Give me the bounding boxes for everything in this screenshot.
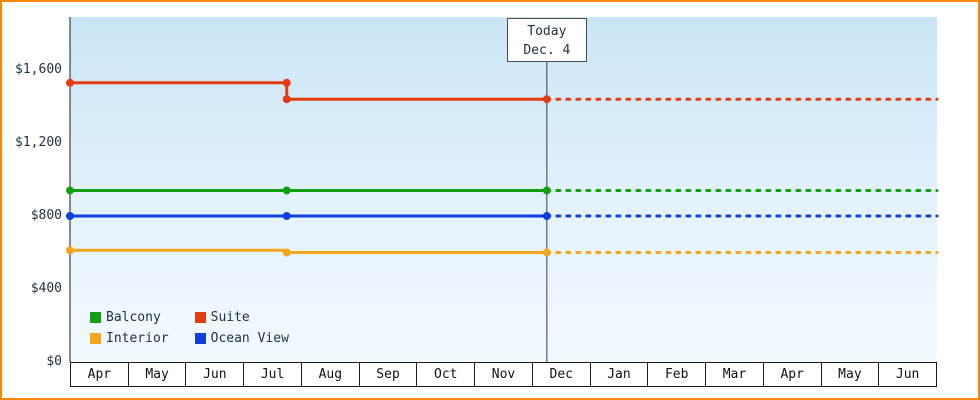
series-marker-balcony — [282, 186, 291, 195]
x-axis-month-cell: Nov — [474, 362, 532, 387]
x-axis-month-cell: Jan — [589, 362, 648, 387]
x-axis-month-cell: May — [127, 362, 186, 387]
y-axis-label: $1,200 — [15, 135, 62, 150]
x-axis-month-cell: Jun — [185, 362, 244, 387]
legend-swatch-icon — [194, 333, 206, 344]
series-marker-interior — [542, 248, 551, 257]
legend-item-interior: Interior — [90, 331, 169, 346]
x-axis-month-cell: Apr — [70, 362, 128, 387]
y-axis-label: $800 — [30, 208, 62, 223]
y-axis-label: $400 — [30, 281, 62, 296]
x-axis-month-cell: May — [820, 362, 879, 387]
series-marker-suite — [282, 95, 291, 104]
today-label: Today — [527, 24, 567, 39]
series-marker-suite — [66, 78, 74, 87]
legend-label: Ocean View — [210, 331, 289, 346]
today-marker-box: Today Dec. 4 — [506, 18, 587, 62]
x-axis-month-cell: Oct — [416, 362, 475, 387]
x-axis-month-cell: Feb — [647, 362, 706, 387]
series-line-interior — [68, 248, 549, 254]
legend-item-ocean-view: Ocean View — [194, 331, 289, 346]
series-marker-balcony — [66, 186, 74, 195]
legend: Balcony Suite Interior Ocean View — [90, 310, 289, 346]
series-marker-balcony — [542, 186, 551, 195]
today-date: Dec. 4 — [523, 43, 571, 58]
series-marker-interior — [282, 248, 291, 257]
x-axis-month-cell: Aug — [300, 362, 359, 387]
x-axis-month-cell: Mar — [705, 362, 763, 387]
legend-label: Interior — [106, 331, 169, 346]
x-axis-month-cell: Apr — [762, 362, 821, 387]
series-marker-ocean-view — [542, 212, 551, 220]
y-axis-label: $0 — [46, 354, 62, 369]
y-axis-label: $1,600 — [15, 62, 62, 77]
x-axis-month-cell: Jun — [878, 362, 938, 387]
series-marker-ocean-view — [66, 212, 74, 220]
series-marker-suite — [282, 78, 291, 87]
legend-label: Balcony — [106, 310, 161, 325]
x-axis-month-cell: Sep — [358, 362, 417, 387]
series-marker-interior — [66, 246, 74, 255]
legend-swatch-icon — [194, 312, 206, 323]
legend-label: Suite — [210, 310, 250, 325]
series-line-suite — [68, 81, 549, 101]
legend-item-suite: Suite — [194, 310, 289, 325]
x-axis: Apr May Jun Jul Aug Sep Oct Nov Dec Jan Feb Mar Apr M… — [70, 362, 938, 387]
x-axis-month-cell: Dec — [531, 362, 590, 387]
series-marker-ocean-view — [282, 212, 291, 220]
series-marker-suite — [542, 95, 551, 104]
legend-swatch-icon — [90, 333, 101, 344]
x-axis-month-cell: Jul — [243, 362, 301, 387]
legend-item-balcony: Balcony — [90, 310, 169, 325]
legend-swatch-icon — [90, 312, 101, 323]
